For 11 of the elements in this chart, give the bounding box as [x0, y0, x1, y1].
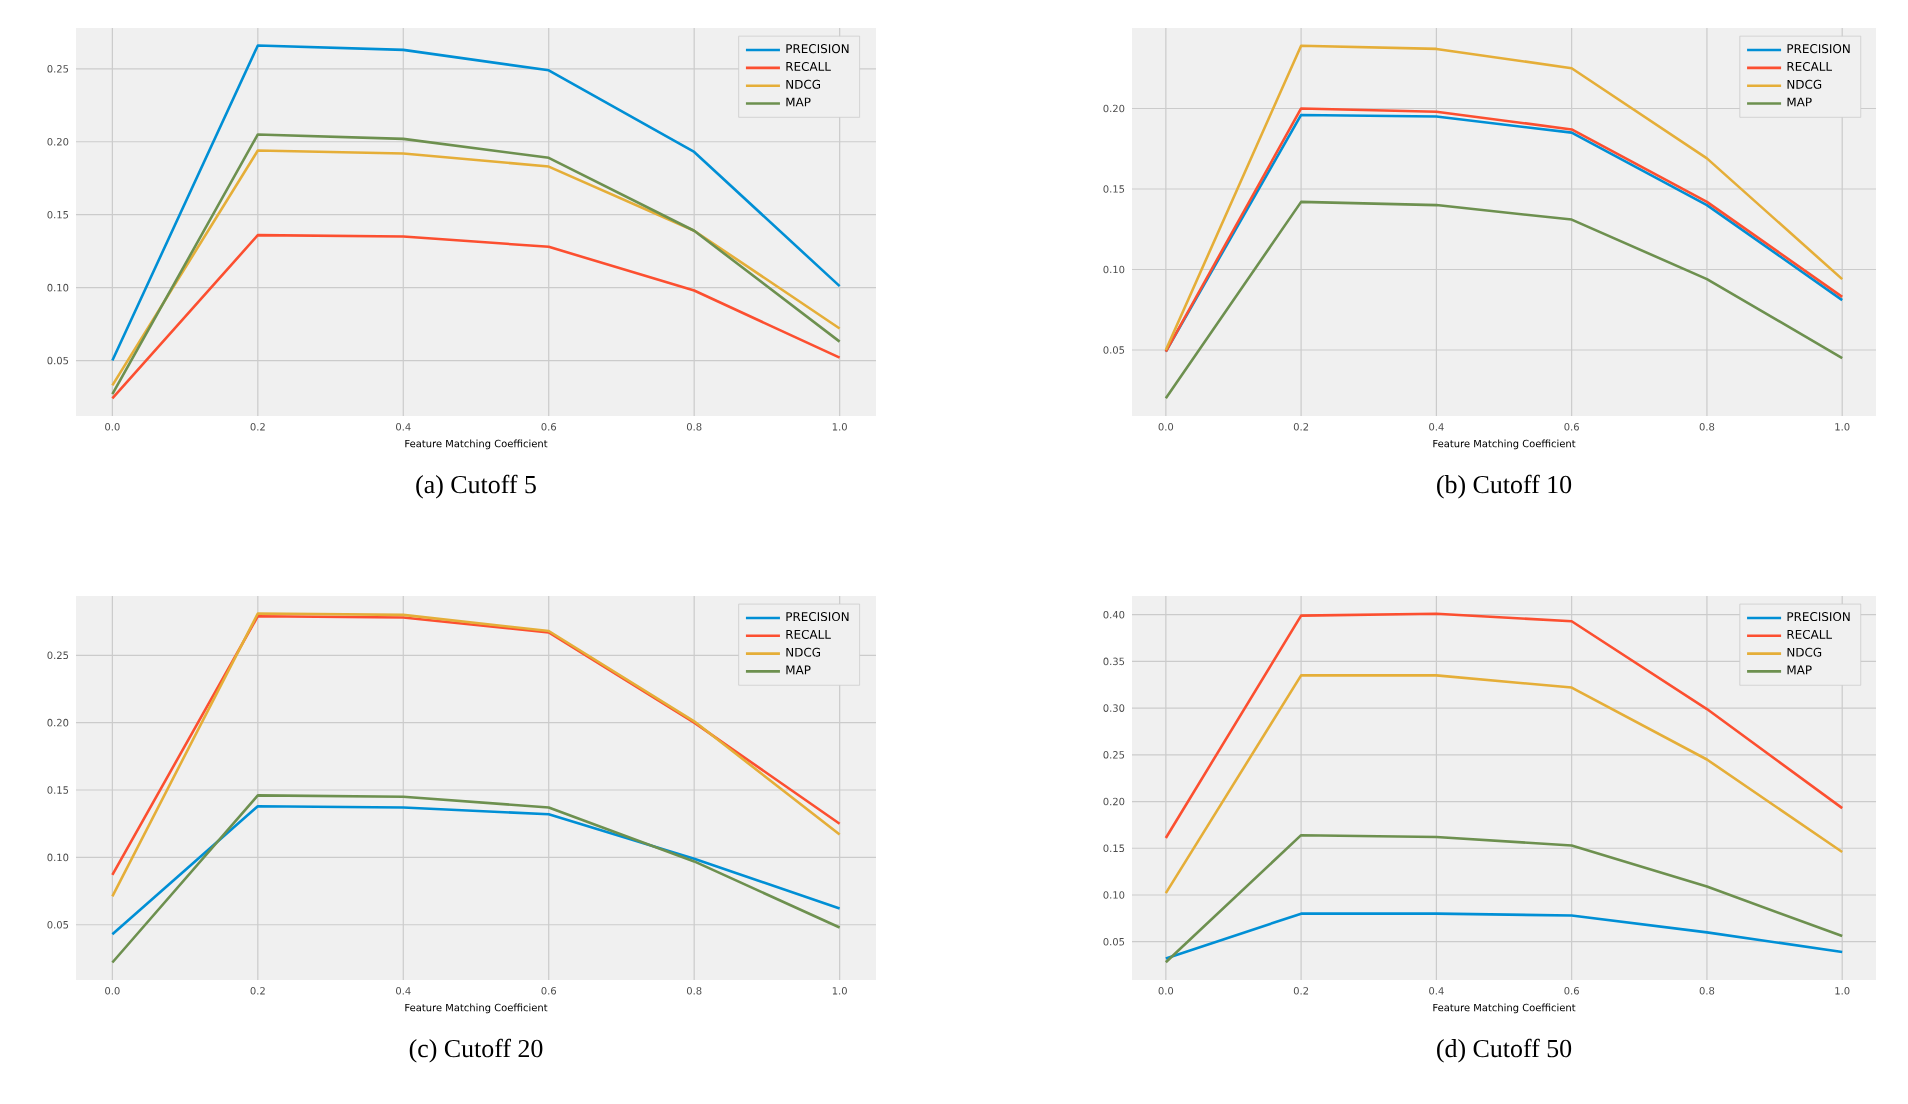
text: (c) Cutoff 20 — [409, 1038, 543, 1063]
line-series — [1164, 912, 1844, 960]
line-series — [1164, 833, 1844, 964]
line-series — [1164, 674, 1844, 895]
line-series — [111, 804, 841, 936]
text: (b) Cutoff 10 — [1437, 474, 1572, 499]
line-series — [1164, 200, 1844, 400]
text: (a) Cutoff 5 — [416, 474, 536, 499]
line-series — [111, 794, 841, 964]
line-series — [111, 233, 841, 400]
text: (d) Cutoff 50 — [1437, 1038, 1572, 1063]
